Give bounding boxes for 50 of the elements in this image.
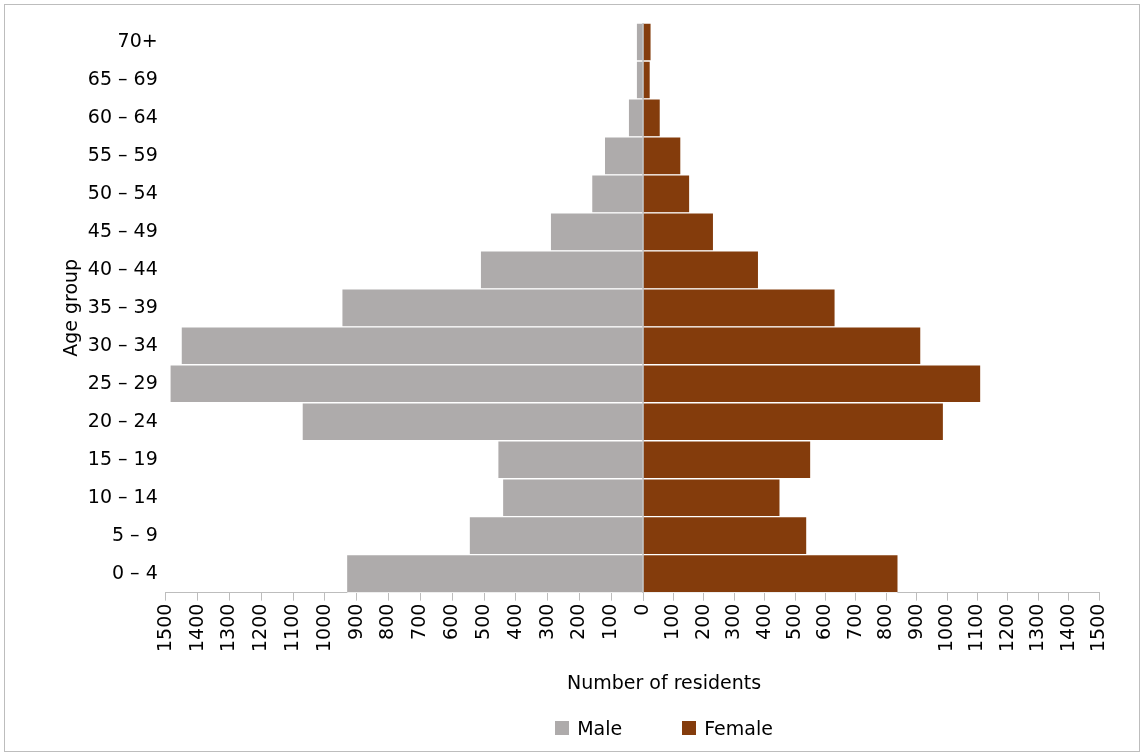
x-tick-label: 600 xyxy=(439,603,462,640)
x-tick-label: 800 xyxy=(375,603,398,640)
y-tick-label: 40 – 44 xyxy=(87,256,158,279)
x-tick-label: 900 xyxy=(343,603,366,640)
y-tick-label: 10 – 14 xyxy=(87,484,158,507)
x-axis-title: Number of residents xyxy=(566,671,762,693)
y-tick-label: 60 – 64 xyxy=(87,104,158,127)
x-tick-label: 800 xyxy=(873,603,896,640)
y-tick-label: 70+ xyxy=(117,28,158,51)
y-tick-label: 50 – 54 xyxy=(87,180,158,203)
x-tick-label: 1300 xyxy=(216,603,239,653)
x-tick-label: 700 xyxy=(843,603,866,640)
y-tick-label: 15 – 19 xyxy=(87,446,158,469)
y-tick-label: 20 – 24 xyxy=(87,408,158,431)
x-tick-label: 1100 xyxy=(964,603,987,653)
x-tick-label: 1500 xyxy=(1086,603,1109,653)
x-tick-label: 1400 xyxy=(184,603,207,653)
x-tick-label: 1200 xyxy=(248,603,271,653)
x-tick-label: 300 xyxy=(721,603,744,640)
y-tick-label: 30 – 34 xyxy=(87,332,158,355)
x-tick-label: 1300 xyxy=(1025,603,1048,653)
x-tick-label: 1500 xyxy=(152,603,175,653)
x-tick-label: 300 xyxy=(534,603,557,640)
y-tick-label: 35 – 39 xyxy=(87,294,158,317)
x-tick-label: 200 xyxy=(690,603,713,640)
x-tick-label: 900 xyxy=(903,603,926,640)
y-axis-title: Age group xyxy=(59,258,82,357)
y-tick-label: 25 – 29 xyxy=(87,370,158,393)
x-tick-label: 500 xyxy=(470,603,493,640)
x-tick-label: 400 xyxy=(502,603,525,640)
x-tick-label: 1200 xyxy=(995,603,1018,653)
x-tick-label: 100 xyxy=(598,603,621,640)
x-tick-label: 400 xyxy=(751,603,774,640)
x-tick-label: 500 xyxy=(782,603,805,640)
y-tick-label: 5 – 9 xyxy=(111,522,158,545)
x-tick-label: 1100 xyxy=(279,603,302,653)
x-tick-label: 700 xyxy=(407,603,430,640)
x-tick-label: 0 xyxy=(630,603,653,616)
y-tick-label: 0 – 4 xyxy=(111,560,158,583)
x-tick-label: 200 xyxy=(566,603,589,640)
x-tick-label: 1000 xyxy=(311,603,334,653)
y-tick-label: 65 – 69 xyxy=(87,66,158,89)
y-tick-label: 55 – 59 xyxy=(87,142,158,165)
x-tick-label: 1000 xyxy=(934,603,957,653)
x-tick-label: 100 xyxy=(660,603,683,640)
x-tick-label: 1400 xyxy=(1055,603,1078,653)
legend-label: Female xyxy=(704,717,773,739)
x-tick-label: 600 xyxy=(812,603,835,640)
y-tick-label: 45 – 49 xyxy=(87,218,158,241)
legend-label: Male xyxy=(577,717,623,739)
